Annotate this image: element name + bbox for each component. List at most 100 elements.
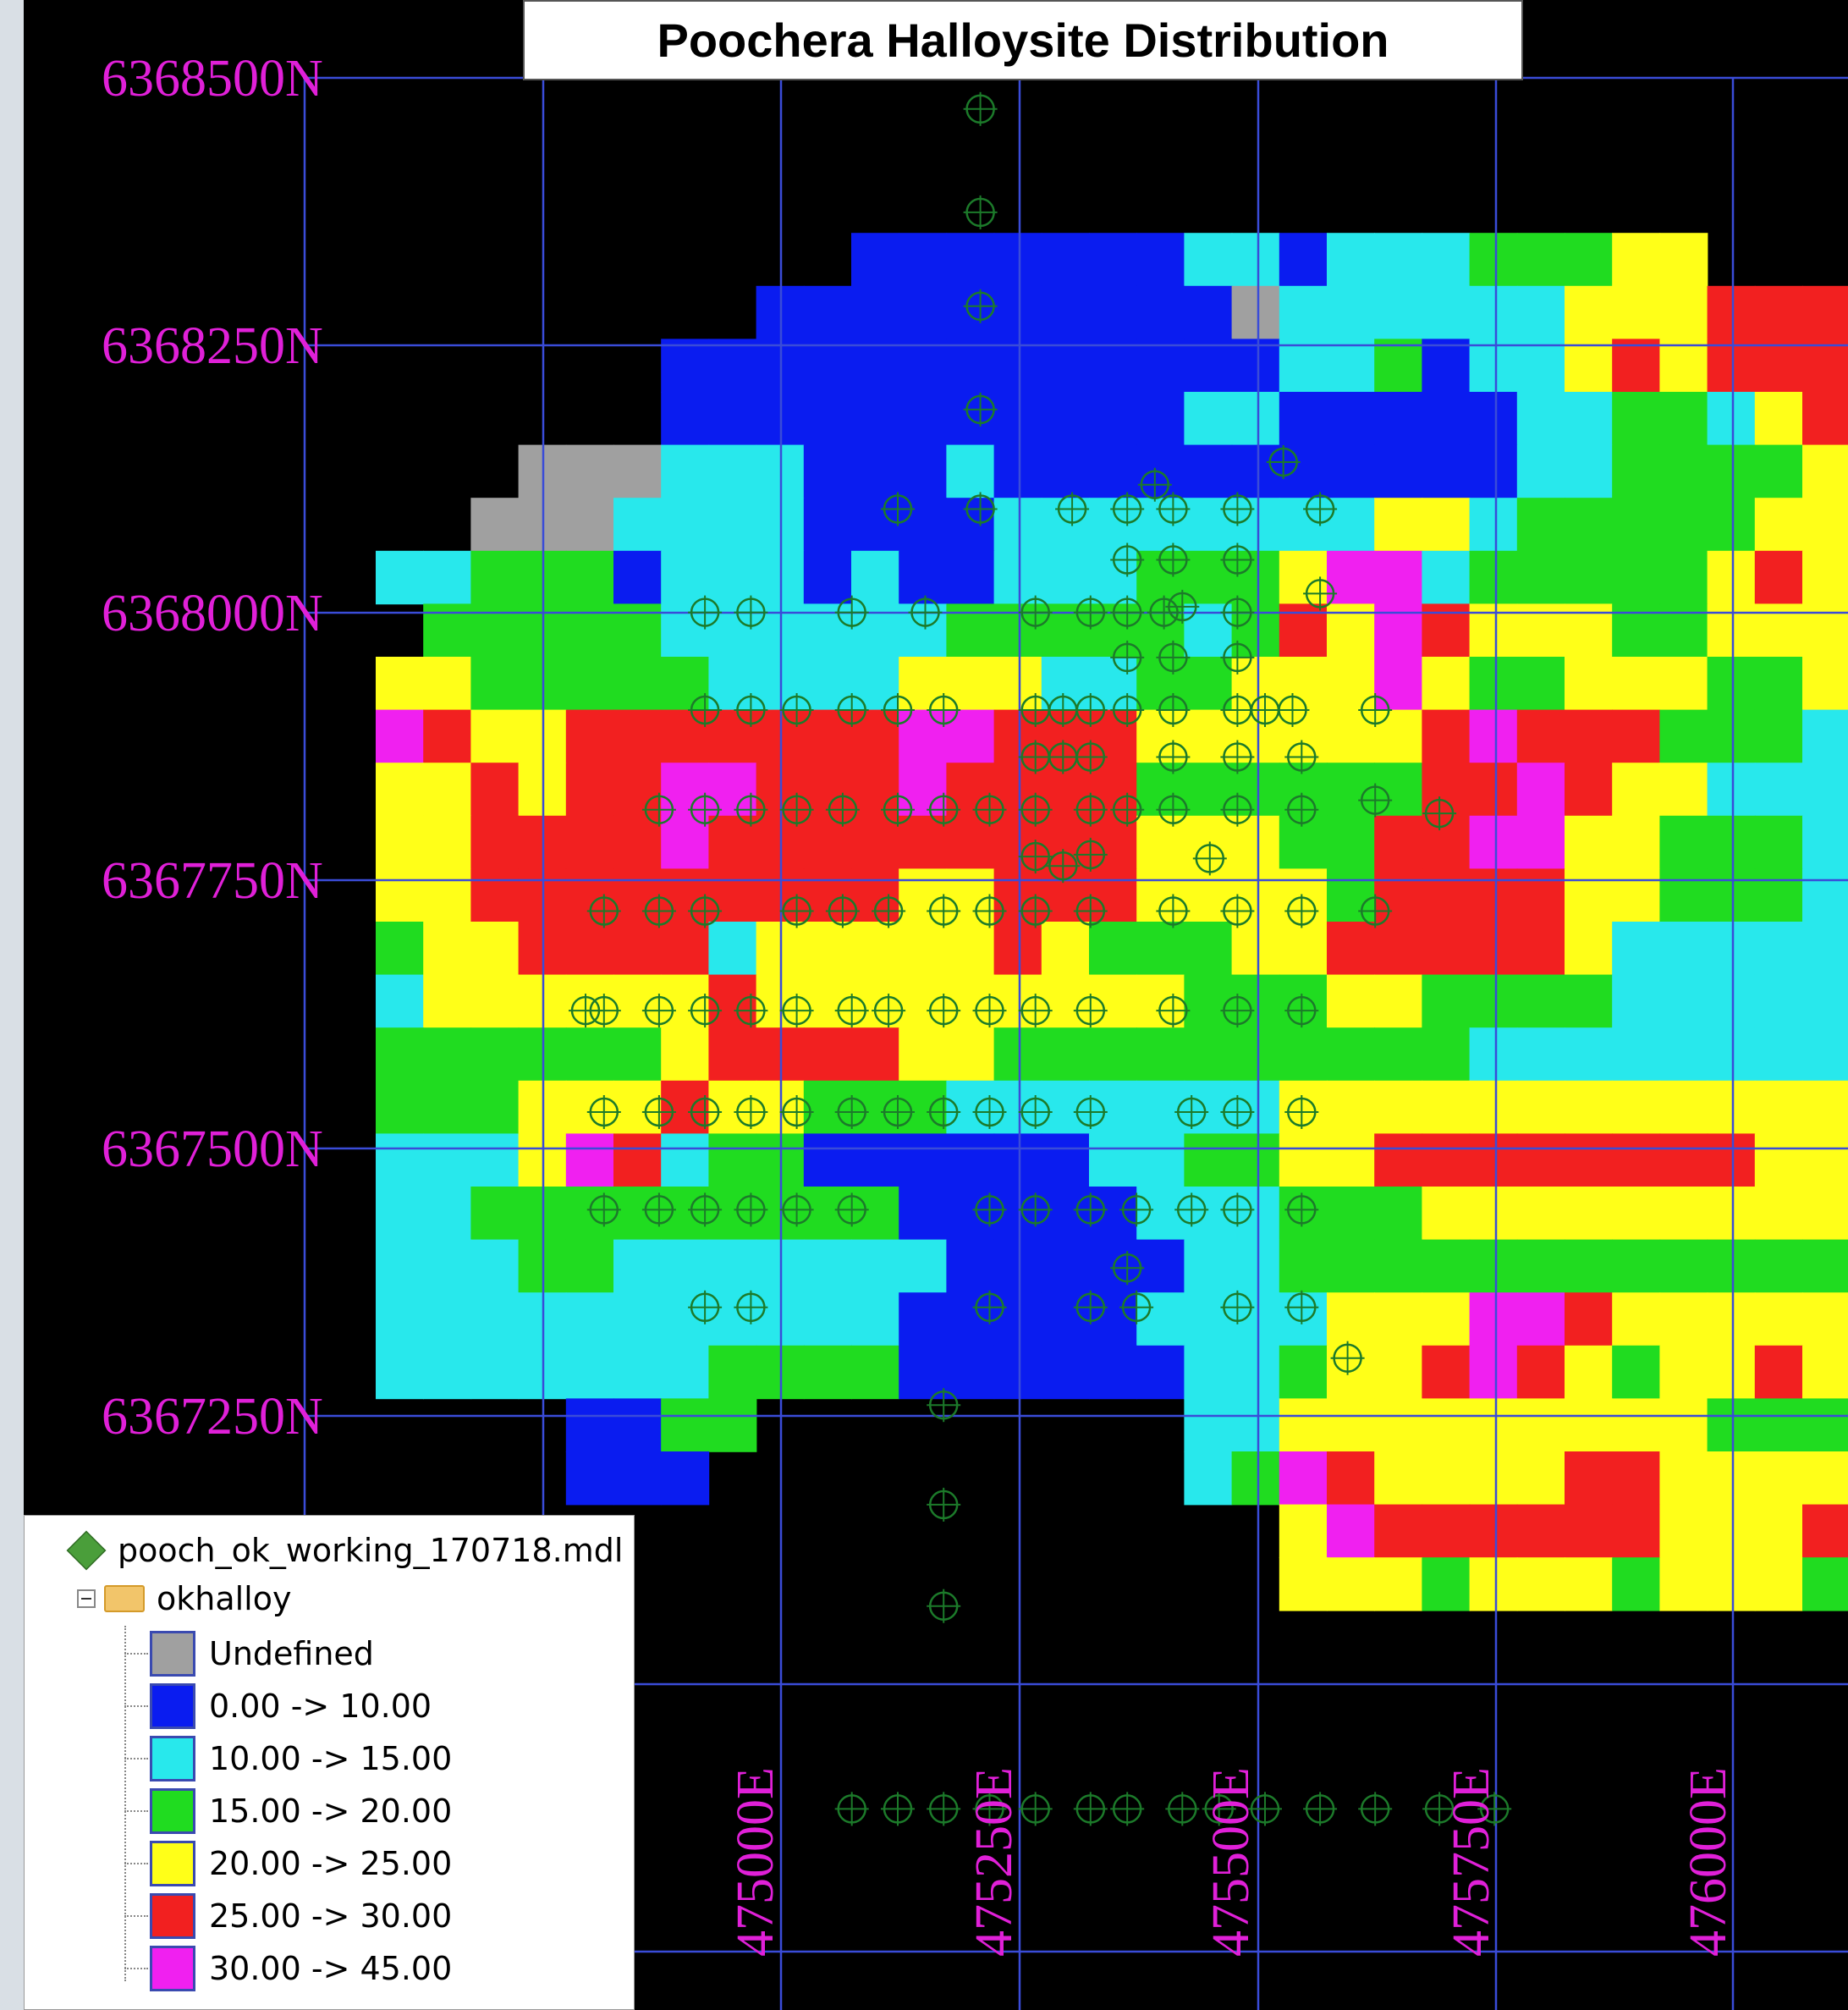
drillhole-marker[interactable] bbox=[927, 1589, 961, 1623]
drillhole-marker[interactable] bbox=[1055, 492, 1090, 526]
drillhole-marker[interactable] bbox=[688, 1192, 723, 1227]
drillhole-marker[interactable] bbox=[1018, 1792, 1053, 1826]
drillhole-marker[interactable] bbox=[881, 492, 915, 526]
drillhole-marker[interactable] bbox=[963, 289, 998, 323]
drillhole-marker[interactable] bbox=[972, 994, 1007, 1028]
drillhole-marker[interactable] bbox=[1110, 492, 1145, 526]
drillhole-marker[interactable] bbox=[1220, 542, 1255, 577]
drillhole-marker[interactable] bbox=[1073, 740, 1108, 774]
drillhole-marker[interactable] bbox=[1220, 1095, 1255, 1129]
map-view[interactable]: Poochera Halloysite Distribution 6368500… bbox=[24, 0, 1848, 2010]
drillhole-marker[interactable] bbox=[963, 195, 998, 229]
drillhole-marker[interactable] bbox=[1018, 792, 1053, 827]
drillhole-marker[interactable] bbox=[1156, 640, 1191, 675]
drillhole-marker[interactable] bbox=[1137, 467, 1172, 502]
drillhole-marker[interactable] bbox=[1073, 1792, 1108, 1826]
drillhole-marker[interactable] bbox=[1110, 792, 1145, 827]
drillhole-marker[interactable] bbox=[1073, 693, 1108, 727]
drillhole-marker[interactable] bbox=[972, 792, 1007, 827]
drillhole-marker[interactable] bbox=[1156, 792, 1191, 827]
drillhole-marker[interactable] bbox=[1119, 1290, 1154, 1324]
legend-item[interactable]: 20.00 -> 25.00 bbox=[124, 1837, 452, 1890]
legend-item[interactable]: 0.00 -> 10.00 bbox=[124, 1680, 452, 1732]
drillhole-marker[interactable] bbox=[834, 1792, 869, 1826]
drillhole-marker[interactable] bbox=[881, 1095, 915, 1129]
drillhole-marker[interactable] bbox=[1156, 542, 1191, 577]
drillhole-marker[interactable] bbox=[734, 1192, 768, 1227]
folder-tree-item[interactable]: okhalloy bbox=[77, 1580, 291, 1617]
drillhole-marker[interactable] bbox=[927, 693, 961, 727]
drillhole-marker[interactable] bbox=[927, 1792, 961, 1826]
drillhole-marker[interactable] bbox=[1220, 492, 1255, 526]
drillhole-marker[interactable] bbox=[641, 1192, 676, 1227]
drillhole-marker[interactable] bbox=[1165, 589, 1200, 624]
drillhole-marker[interactable] bbox=[1192, 841, 1227, 876]
drillhole-marker[interactable] bbox=[927, 994, 961, 1028]
drillhole-marker[interactable] bbox=[586, 1192, 621, 1227]
drillhole-marker[interactable] bbox=[1284, 1290, 1319, 1324]
drillhole-marker[interactable] bbox=[1174, 1095, 1209, 1129]
drillhole-marker[interactable] bbox=[834, 994, 869, 1028]
drillhole-marker[interactable] bbox=[734, 1095, 768, 1129]
drillhole-marker[interactable] bbox=[586, 894, 621, 928]
drillhole-marker[interactable] bbox=[1018, 840, 1053, 874]
drillhole-marker[interactable] bbox=[1156, 894, 1191, 928]
legend-item[interactable]: Undefined bbox=[124, 1627, 452, 1680]
drillhole-marker[interactable] bbox=[1266, 445, 1301, 479]
drillhole-marker[interactable] bbox=[734, 792, 768, 827]
drillhole-marker[interactable] bbox=[1147, 595, 1181, 630]
drillhole-marker[interactable] bbox=[972, 1792, 1007, 1826]
legend-item[interactable]: 25.00 -> 30.00 bbox=[124, 1890, 452, 1942]
drillhole-marker[interactable] bbox=[1156, 492, 1191, 526]
drillhole-marker[interactable] bbox=[881, 693, 915, 727]
drillhole-marker[interactable] bbox=[972, 1290, 1007, 1324]
drillhole-marker[interactable] bbox=[1018, 1192, 1053, 1227]
drillhole-marker[interactable] bbox=[1330, 1341, 1365, 1375]
drillhole-marker[interactable] bbox=[779, 894, 814, 928]
drillhole-marker[interactable] bbox=[734, 693, 768, 727]
legend-item[interactable]: 15.00 -> 20.00 bbox=[124, 1785, 452, 1837]
drillhole-marker[interactable] bbox=[834, 595, 869, 630]
drillhole-marker[interactable] bbox=[834, 693, 869, 727]
legend-item[interactable]: 30.00 -> 45.00 bbox=[124, 1942, 452, 1995]
drillhole-marker[interactable] bbox=[586, 1095, 621, 1129]
drillhole-marker[interactable] bbox=[688, 1290, 723, 1324]
model-tree-item[interactable]: pooch_ok_working_170718.mdl bbox=[66, 1530, 623, 1571]
drillhole-marker[interactable] bbox=[972, 1095, 1007, 1129]
drillhole-marker[interactable] bbox=[872, 894, 906, 928]
drillhole-marker[interactable] bbox=[1477, 1792, 1512, 1826]
drillhole-marker[interactable] bbox=[1156, 740, 1191, 774]
drillhole-marker[interactable] bbox=[1073, 837, 1108, 872]
drillhole-marker[interactable] bbox=[1220, 595, 1255, 630]
drillhole-marker[interactable] bbox=[641, 994, 676, 1028]
drillhole-marker[interactable] bbox=[1073, 894, 1108, 928]
drillhole-marker[interactable] bbox=[872, 994, 906, 1028]
drillhole-marker[interactable] bbox=[1284, 792, 1319, 827]
drillhole-marker[interactable] bbox=[927, 1388, 961, 1423]
drillhole-marker[interactable] bbox=[586, 994, 621, 1028]
drillhole-marker[interactable] bbox=[927, 894, 961, 928]
drillhole-marker[interactable] bbox=[688, 693, 723, 727]
drillhole-marker[interactable] bbox=[1018, 595, 1053, 630]
drillhole-marker[interactable] bbox=[1110, 1251, 1145, 1286]
drillhole-marker[interactable] bbox=[1046, 849, 1081, 884]
drillhole-marker[interactable] bbox=[1156, 994, 1191, 1028]
drillhole-marker[interactable] bbox=[1073, 1095, 1108, 1129]
drillhole-marker[interactable] bbox=[1165, 1792, 1200, 1826]
drillhole-marker[interactable] bbox=[1220, 1192, 1255, 1227]
drillhole-marker[interactable] bbox=[1174, 1192, 1209, 1227]
drillhole-marker[interactable] bbox=[1358, 783, 1393, 818]
drillhole-marker[interactable] bbox=[1358, 1792, 1393, 1826]
drillhole-marker[interactable] bbox=[1073, 994, 1108, 1028]
drillhole-marker[interactable] bbox=[1284, 994, 1319, 1028]
drillhole-marker[interactable] bbox=[1303, 576, 1338, 611]
drillhole-marker[interactable] bbox=[1220, 1290, 1255, 1324]
drillhole-marker[interactable] bbox=[641, 894, 676, 928]
drillhole-marker[interactable] bbox=[1018, 994, 1053, 1028]
drillhole-marker[interactable] bbox=[1073, 1290, 1108, 1324]
drillhole-marker[interactable] bbox=[825, 894, 860, 928]
drillhole-marker[interactable] bbox=[1220, 740, 1255, 774]
drillhole-marker[interactable] bbox=[1303, 492, 1338, 526]
drillhole-marker[interactable] bbox=[1220, 640, 1255, 675]
drillhole-marker[interactable] bbox=[1110, 542, 1145, 577]
